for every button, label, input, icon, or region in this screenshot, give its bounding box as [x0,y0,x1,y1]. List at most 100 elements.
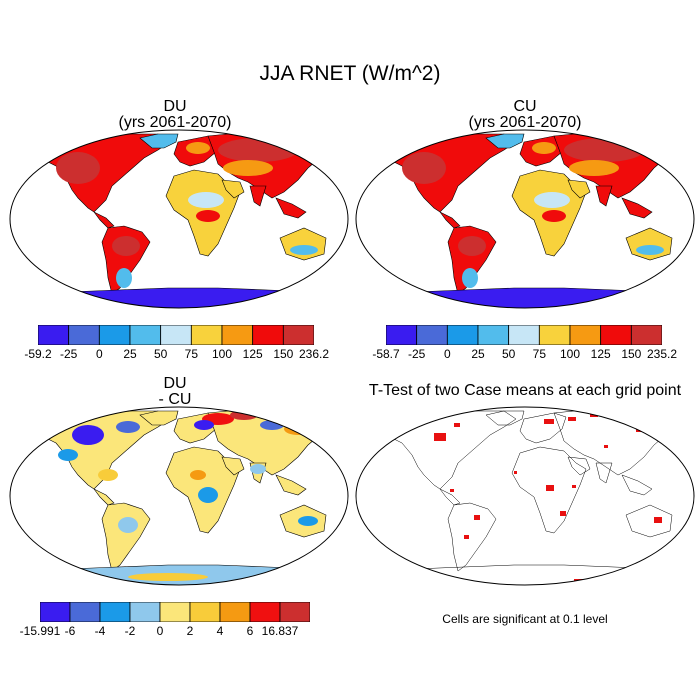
colorbar-diff [40,602,310,622]
colorbar-label-3: -2 [124,624,136,638]
colorbar-swatch-6 [221,325,254,345]
colorbar-label-9: 235.2 [646,347,678,361]
colorbar-label-4: 0 [156,624,164,638]
difference-region-0 [72,425,104,445]
land-southAmerica [101,502,151,572]
colorbar-label-6: 100 [559,347,581,361]
colorbar-swatch-6 [569,325,602,345]
land-australia [625,504,673,538]
difference-region-13 [98,469,118,481]
land-arabia [221,456,245,476]
colorbar-label-5: 75 [532,347,547,361]
land-antarctica [26,287,340,308]
significant-cell-2 [544,419,554,424]
colorbar-swatch-3 [477,325,510,345]
land-arabia [567,179,591,199]
land-seAsia [621,474,653,496]
colorbar-label-0: -15.991 [19,624,61,638]
field-region-8 [186,142,210,154]
colorbar-label-7: 125 [242,347,263,361]
field-region-2 [223,160,273,176]
colorbar-diff-labels: -15.991 -6 -4 -2 0 2 4 6 16.837 [20,624,310,640]
difference-region-1 [58,449,78,461]
colorbar-swatch-1 [69,602,101,622]
significant-cell-16 [514,471,517,474]
colorbar-label-1: -6 [64,624,76,638]
colorbar-label-6: 100 [211,347,233,361]
map-ttest [355,406,695,586]
significant-cell-10 [560,511,566,516]
colorbar-swatch-4 [508,325,540,345]
colorbar-label-4: 50 [153,347,168,361]
colorbar-label-5: 75 [184,347,199,361]
colorbar-swatch-3 [129,602,161,622]
colorbar-swatch-2 [99,602,131,622]
land-centralAmerica [439,211,461,229]
land-greenland [485,410,525,426]
colorbar-label-0: -59.2 [24,347,52,361]
field-region-6 [196,210,220,222]
land-seAsia [275,474,307,496]
colorbar-label-4: 50 [501,347,516,361]
difference-region-9 [198,487,218,503]
land-greenland [139,410,179,426]
field-region-7 [290,245,318,255]
difference-region-11 [298,516,318,526]
field-region-0 [56,152,100,184]
panel-ttest-title: T-Test of two Case means at each grid po… [368,382,682,399]
colorbar-label-6: 4 [216,624,224,638]
land-africa [511,446,587,534]
colorbar-swatch-0 [386,325,418,345]
colorbar-swatch-5 [538,325,571,345]
colorbar-label-8: 16.837 [261,624,299,638]
significant-cell-0 [434,433,446,441]
significant-cell-3 [568,417,576,421]
land-centralAmerica [93,211,115,229]
land-india [249,185,267,207]
field-region-5 [188,192,224,208]
panel-diff-subtitle: - CU [158,391,192,408]
land-antarctica [372,287,686,308]
land-arabia [221,179,245,199]
colorbar-swatch-7 [249,602,281,622]
difference-region-8 [118,517,138,533]
field-region-8 [532,142,556,154]
colorbar-swatch-8 [630,325,662,345]
significant-cell-8 [464,535,469,539]
map-diff [9,406,349,586]
panel-cu-subtitle: (yrs 2061-2070) [468,114,582,131]
significant-cell-11 [572,485,576,488]
colorbar-label-2: 0 [443,347,451,361]
colorbar-swatch-5 [190,325,223,345]
land-europe [519,412,567,444]
panel-du-title: DU [163,98,187,115]
map-border [9,406,349,586]
colorbar-swatch-4 [160,325,192,345]
colorbar-swatch-3 [129,325,162,345]
difference-region-2 [116,421,140,433]
map-du [9,129,349,309]
significant-cell-13 [604,445,608,448]
field-region-5 [534,192,570,208]
colorbar-label-7: 6 [246,624,254,638]
colorbar-cu-labels: -58.7 -25 0 25 50 75 100 125 150 235.2 [372,347,677,363]
field-region-3 [458,236,486,256]
map-border [355,129,695,309]
colorbar-swatch-4 [159,602,191,622]
significant-cell-9 [546,485,554,491]
colorbar-label-0: -58.7 [372,347,400,361]
colorbar-swatch-0 [38,325,70,345]
colorbar-label-3: 25 [471,347,485,361]
land-seAsia [621,197,653,219]
land-southAmerica [447,502,497,572]
colorbar-label-7: 125 [590,347,611,361]
colorbar-swatch-1 [416,325,448,345]
difference-region-10 [190,470,206,480]
colorbar-swatch-7 [252,325,284,345]
colorbar-label-8: 150 [273,347,294,361]
colorbar-cu [386,325,662,345]
colorbar-swatch-7 [600,325,632,345]
panel-diff-title: DU [163,375,187,392]
land-greenland [139,133,179,149]
field-region-2 [569,160,619,176]
